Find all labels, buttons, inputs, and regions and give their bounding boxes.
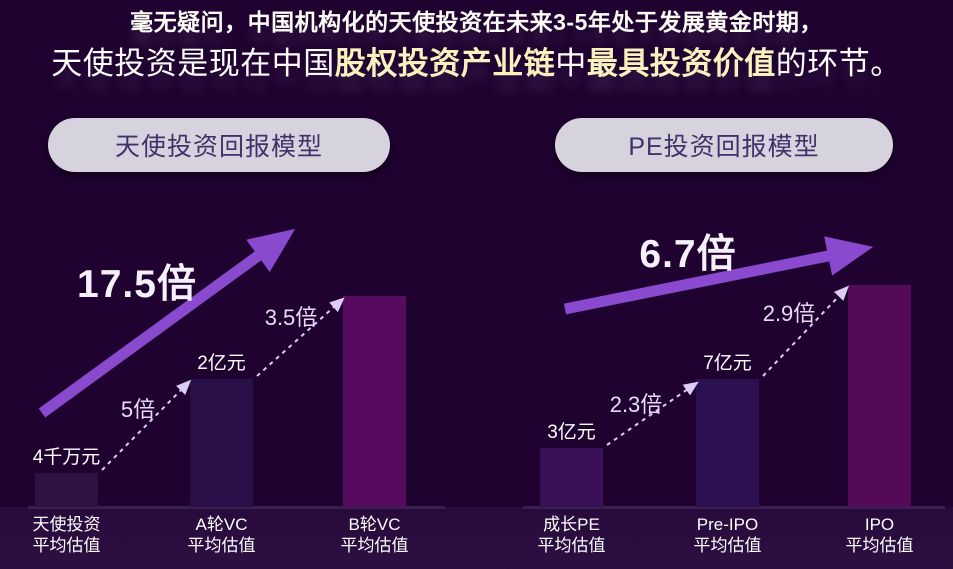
step-arrow bbox=[256, 297, 345, 377]
bar bbox=[343, 296, 406, 507]
bar-category-label: B轮VC 平均估值 bbox=[340, 515, 409, 555]
step-multiplier-label: 2.9倍 bbox=[762, 301, 816, 326]
slide-title-line1: 毫无疑问，中国机构化的天使投资在未来3-5年处于发展黄金时期， bbox=[130, 9, 823, 35]
right-chart-header: PE投资回报模型 bbox=[555, 118, 893, 172]
bar-value-label: 4千万元 bbox=[32, 447, 101, 468]
slide-title-line2-part: 的环节。 bbox=[775, 46, 902, 81]
bar-category-label: 天使投资 平均估值 bbox=[32, 515, 101, 555]
chart-baseline bbox=[523, 506, 945, 509]
bar-category-label: IPO 平均估值 bbox=[845, 515, 914, 555]
bar-value-label: 3亿元 bbox=[547, 422, 596, 443]
slide-title-line2-part: 股权投资产业链 bbox=[334, 46, 556, 81]
step-arrow bbox=[101, 379, 192, 471]
step-multiplier-label: 2.3倍 bbox=[609, 392, 663, 417]
left-chart-header-label: 天使投资回报模型 bbox=[114, 133, 323, 161]
step-arrow bbox=[762, 285, 849, 377]
growth-multiplier-label: 17.5倍 bbox=[77, 263, 197, 306]
slide-title-line2: 天使投资是现在中国股权投资产业链中最具投资价值的环节。 bbox=[0, 38, 953, 83]
left-chart-header: 天使投资回报模型 bbox=[48, 118, 390, 172]
slide-title-line2-part: 最具投资价值 bbox=[586, 46, 776, 81]
bar bbox=[35, 473, 98, 507]
growth-arrow bbox=[38, 228, 296, 418]
growth-multiplier-label: 6.7倍 bbox=[639, 233, 737, 276]
bar-value-label: 2亿元 bbox=[197, 353, 246, 374]
bar-category-label: 成长PE 平均估值 bbox=[537, 515, 606, 555]
step-multiplier-label: 3.5倍 bbox=[264, 305, 318, 330]
right-chart-header-label: PE投资回报模型 bbox=[628, 133, 820, 161]
bar-value-label: 7亿元 bbox=[703, 353, 752, 374]
slide-title-line2-part: 天使投资是现在中国 bbox=[51, 46, 335, 81]
bar bbox=[696, 379, 759, 507]
growth-arrow bbox=[563, 236, 874, 315]
bar bbox=[190, 379, 253, 507]
bar bbox=[540, 448, 603, 507]
slide-title-line2-part: 中 bbox=[555, 46, 587, 81]
chart-baseline bbox=[28, 506, 445, 509]
bar bbox=[848, 285, 911, 507]
bar-category-label: A轮VC 平均估值 bbox=[187, 515, 256, 555]
step-multiplier-label: 5倍 bbox=[120, 397, 156, 422]
bar-category-label: Pre-IPO 平均估值 bbox=[693, 515, 762, 555]
